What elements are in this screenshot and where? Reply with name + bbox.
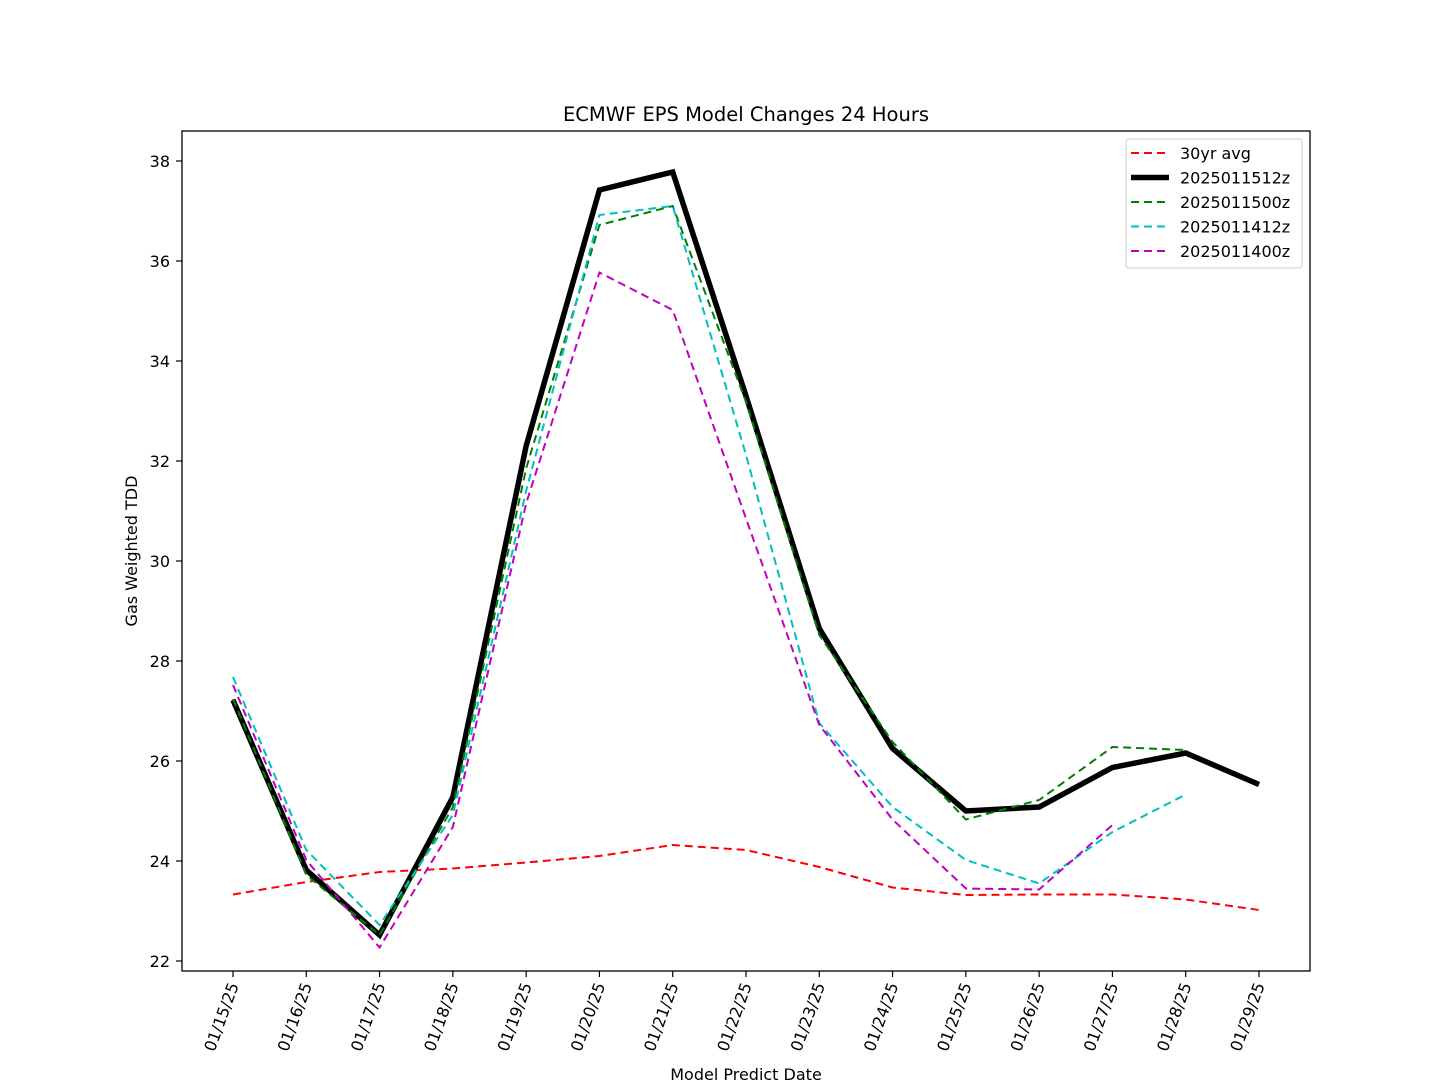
series-layer xyxy=(230,168,1261,950)
series-line-2025011500z xyxy=(232,204,1186,937)
legend-label: 30yr avg xyxy=(1180,144,1251,163)
legend-box xyxy=(1125,138,1303,269)
legend-label: 2025011500z xyxy=(1180,193,1290,212)
y-tick-label: 30 xyxy=(150,552,170,571)
y-tick-label: 24 xyxy=(150,852,170,871)
y-tick-label: 26 xyxy=(150,752,170,771)
series-line-30yr-avg xyxy=(232,843,1260,911)
y-tick-label: 36 xyxy=(150,252,170,271)
y-tick-label: 32 xyxy=(150,452,170,471)
y-tick-label: 28 xyxy=(150,652,170,671)
legend-label: 2025011400z xyxy=(1180,242,1290,261)
y-tick-label: 38 xyxy=(150,152,170,171)
y-axis: 22 24 26 28 30 32 34 36 38 xyxy=(150,152,182,971)
series-line-2025011512z xyxy=(230,168,1261,940)
x-axis-label: Model Predict Date xyxy=(670,1065,822,1084)
y-tick-label: 34 xyxy=(150,352,170,371)
series-line-2025011412z xyxy=(232,204,1187,927)
legend-label: 2025011512z xyxy=(1180,169,1290,188)
y-axis-label: Gas Weighted TDD xyxy=(122,476,141,627)
chart-title: ECMWF EPS Model Changes 24 Hours xyxy=(563,103,929,126)
y-tick-label: 22 xyxy=(150,952,170,971)
legend-label: 2025011412z xyxy=(1180,218,1290,237)
legend: 30yr avg 2025011512z 2025011500z 2025011412… xyxy=(1125,138,1303,269)
series-line-2025011400z xyxy=(232,271,1114,950)
